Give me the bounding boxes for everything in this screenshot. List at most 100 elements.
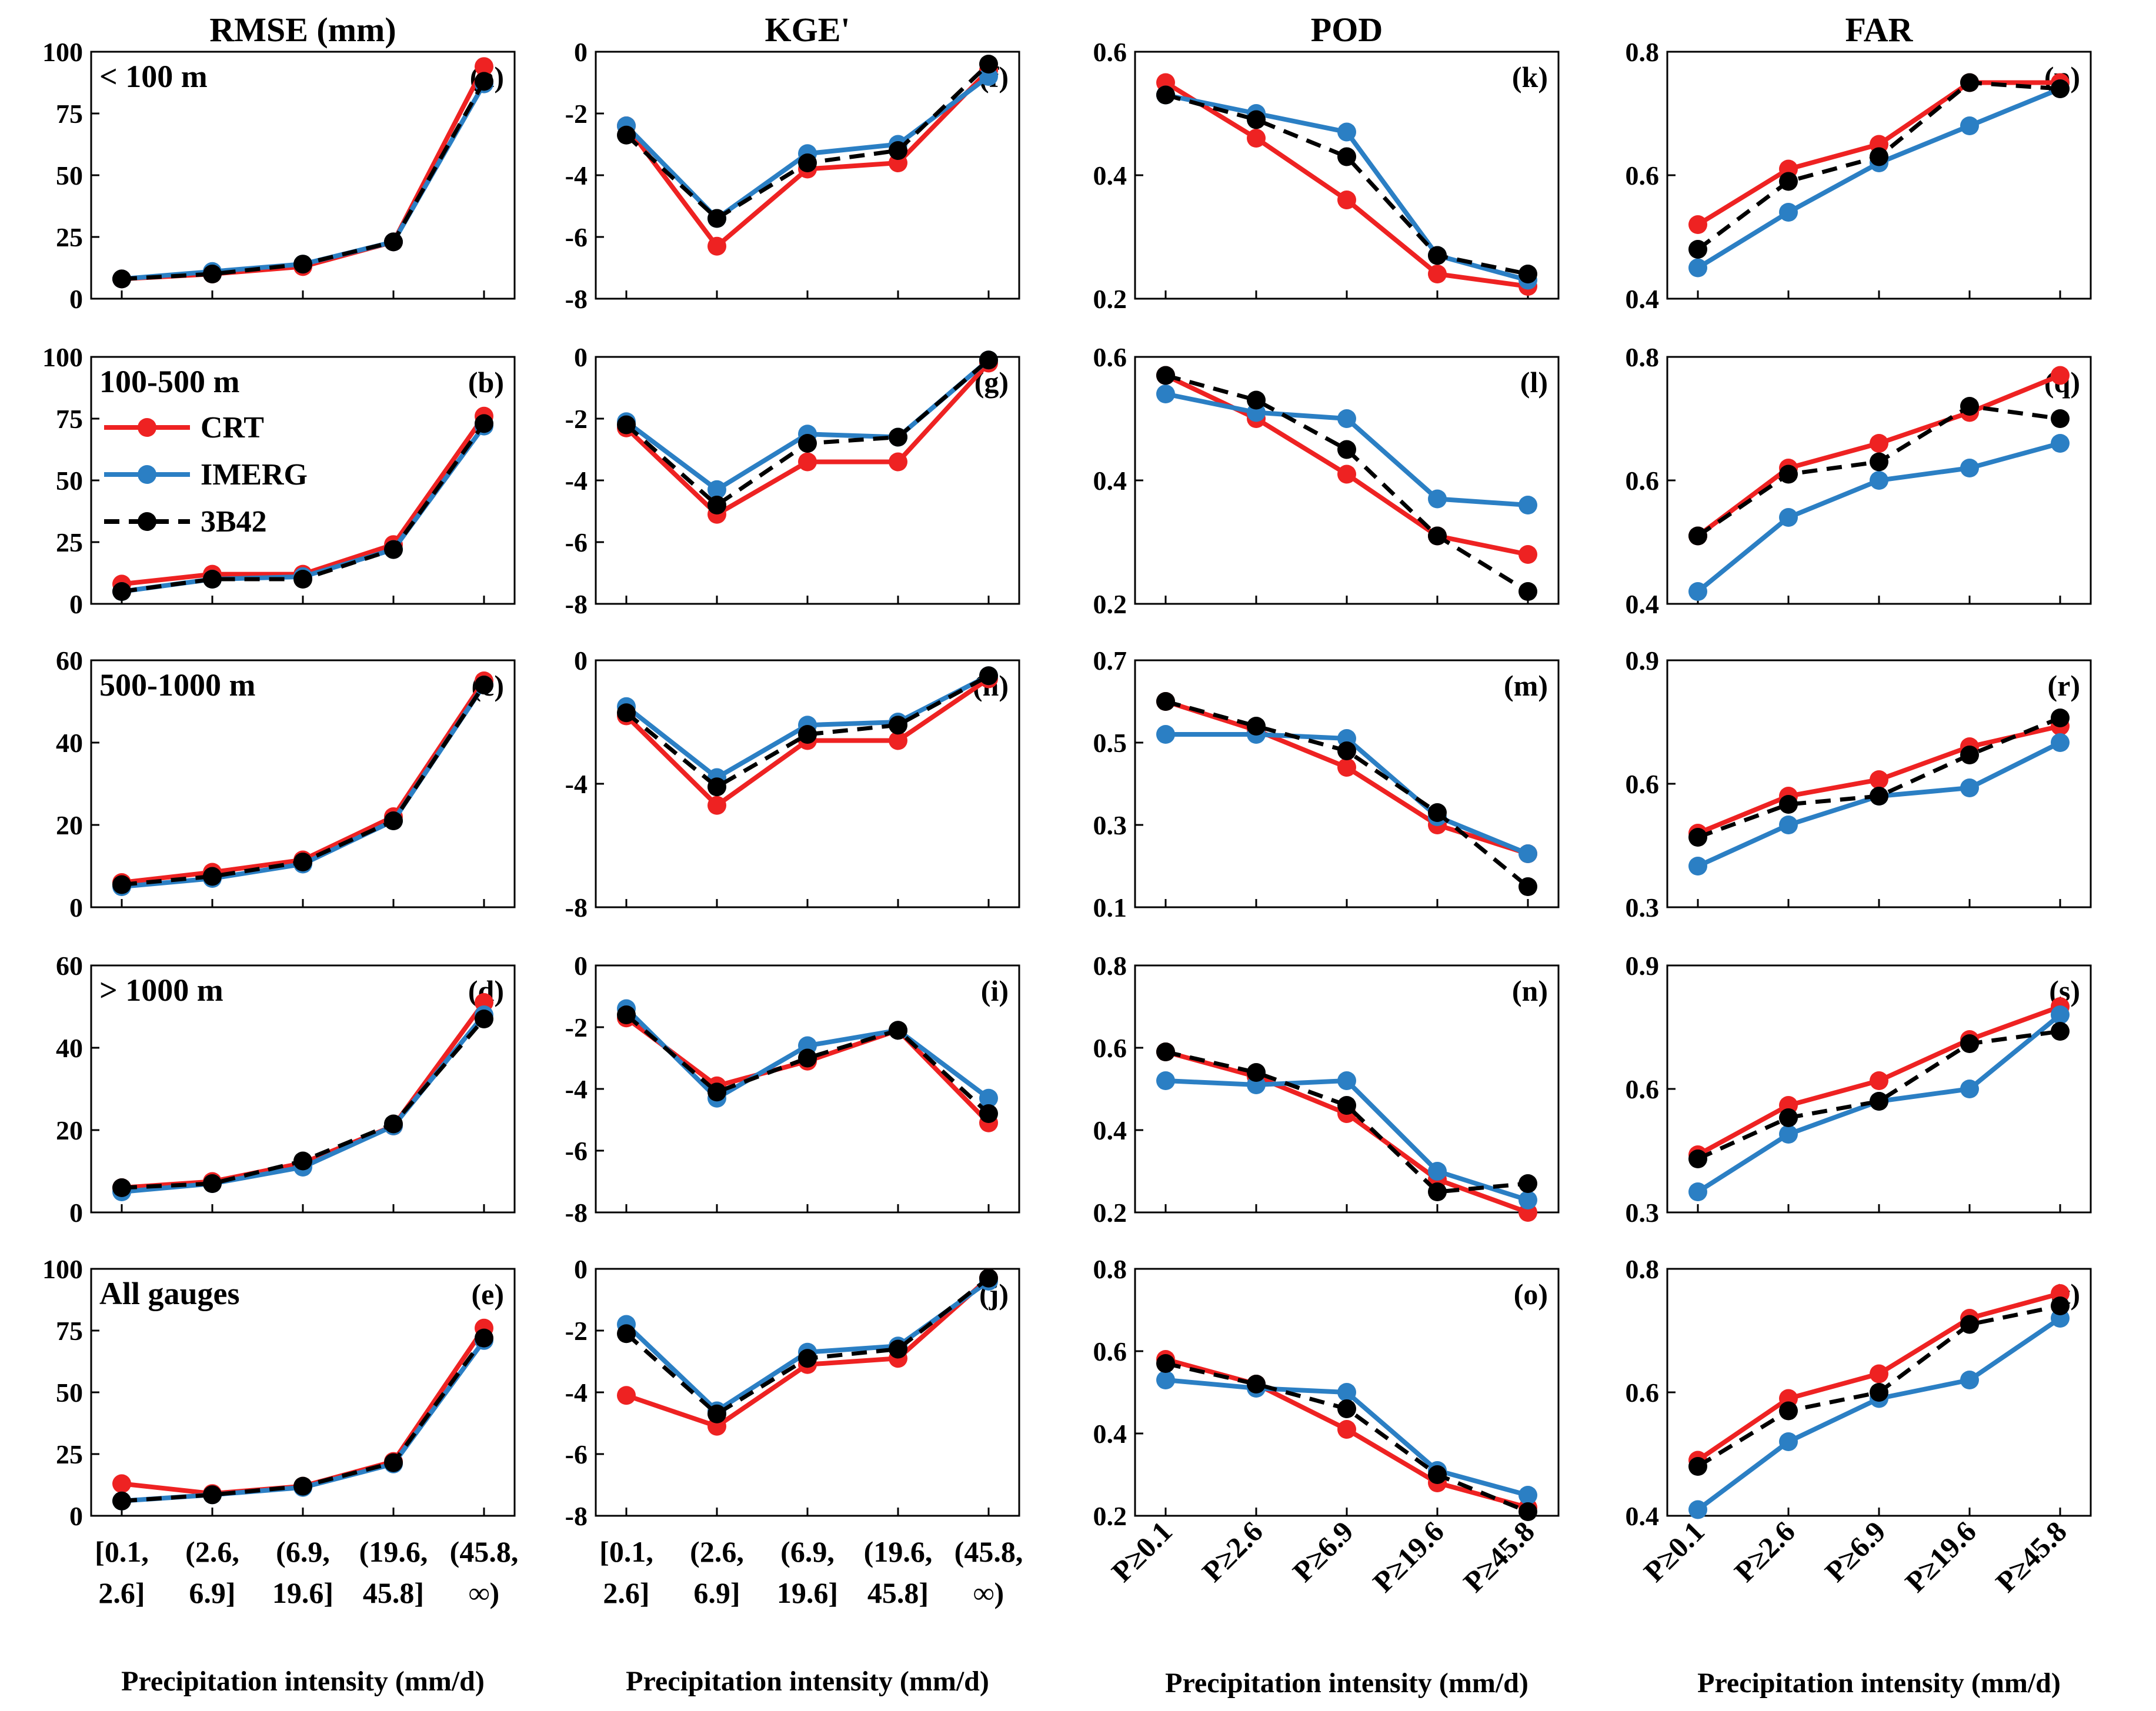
series-line-crt <box>121 65 486 282</box>
panel-i: -8 -6 -4 -2 0 (i) <box>565 951 1020 1228</box>
panel-letter: (n) <box>1512 974 1548 1007</box>
x-tick-label: P≥45.8 <box>1457 1515 1540 1598</box>
data-point-3b42 <box>1779 1108 1798 1127</box>
x-tick-label: (2.6, <box>185 1535 239 1568</box>
y-tick-label: 0 <box>69 1501 83 1531</box>
series-line-3b42 <box>121 80 486 281</box>
data-point-3b42 <box>617 125 636 145</box>
data-point-3b42 <box>2051 1022 2070 1041</box>
x-tick-label: 2.6] <box>98 1576 145 1609</box>
y-tick-label: 0.1 <box>1093 893 1127 923</box>
data-point-3b42 <box>384 1114 403 1134</box>
data-point-3b42 <box>889 427 907 447</box>
row-label: 100-500 m <box>99 364 239 399</box>
y-tick-label: 0.9 <box>1626 951 1660 981</box>
y-tick-label: 75 <box>56 404 83 434</box>
data-point-crt <box>1870 434 1888 453</box>
data-point-imerg <box>1156 1371 1175 1389</box>
data-point-crt <box>1337 758 1356 777</box>
data-point-3b42 <box>203 265 222 283</box>
y-tick-label: 0 <box>574 1254 588 1284</box>
data-point-3b42 <box>1247 110 1266 129</box>
y-tick-label: -4 <box>565 466 588 496</box>
y-tick-label: 0.6 <box>1626 466 1660 496</box>
data-point-3b42 <box>889 141 907 160</box>
y-tick-label: 0 <box>69 589 83 619</box>
data-point-3b42 <box>384 811 403 830</box>
data-point-3b42 <box>1688 526 1707 546</box>
data-point-3b42 <box>707 1404 726 1423</box>
data-point-3b42 <box>1960 1034 1979 1053</box>
x-axis-label: Precipitation intensity (mm/d) <box>121 1666 485 1697</box>
x-tick-label: (19.6, <box>359 1535 428 1568</box>
panel-letter: (m) <box>1504 669 1548 702</box>
data-point-3b42 <box>889 1021 907 1040</box>
data-point-crt <box>707 796 726 815</box>
y-tick-label: 25 <box>56 222 83 252</box>
data-point-3b42 <box>979 1104 998 1123</box>
series-line-3b42 <box>1165 1050 1528 1194</box>
data-point-imerg <box>979 1088 998 1108</box>
data-point-imerg <box>1688 1500 1707 1519</box>
data-point-imerg <box>1518 1191 1537 1209</box>
x-tick-label: [0.1, <box>599 1535 653 1568</box>
y-tick-label: 0.9 <box>1626 646 1660 676</box>
panel-j: -8-6-4-20(j)[0.1,2.6](2.6,6.9](6.9,19.6]… <box>565 1254 1023 1697</box>
data-point-3b42 <box>1518 265 1537 283</box>
x-tick-label: 45.8] <box>867 1576 929 1609</box>
plot-frame <box>1666 51 2092 300</box>
panel-letter: (k) <box>1512 61 1548 93</box>
data-point-3b42 <box>475 72 493 91</box>
y-tick-label: 50 <box>56 1378 83 1408</box>
panel-r: 0.3 0.6 0.9 (r) <box>1626 646 2092 923</box>
data-point-crt <box>1337 1420 1356 1439</box>
data-point-3b42 <box>979 666 998 686</box>
data-point-3b42 <box>1247 1063 1266 1082</box>
x-axis-label: Precipitation intensity (mm/d) <box>1165 1667 1528 1699</box>
data-point-imerg <box>1779 1125 1798 1144</box>
y-tick-label: -6 <box>565 1136 588 1166</box>
x-tick-label: (6.9, <box>780 1535 835 1568</box>
data-point-crt <box>112 1474 131 1493</box>
data-point-3b42 <box>1870 452 1888 472</box>
y-tick-label: 0 <box>69 893 83 923</box>
column-title: FAR <box>1845 11 1914 49</box>
legend-marker <box>138 418 156 437</box>
y-tick-label: 0.2 <box>1093 589 1127 619</box>
legend-marker <box>138 465 156 484</box>
y-tick-label: 0.4 <box>1626 1501 1660 1531</box>
y-tick-label: 40 <box>56 1033 83 1063</box>
data-point-3b42 <box>1518 1174 1537 1193</box>
panel-f: -8-6-4-20(f) <box>565 37 1020 314</box>
data-point-3b42 <box>1337 147 1356 166</box>
y-tick-label: -6 <box>565 1439 588 1469</box>
data-point-3b42 <box>889 716 907 735</box>
data-point-3b42 <box>1428 1182 1447 1201</box>
x-tick-label: P≥6.9 <box>1286 1515 1360 1588</box>
data-point-3b42 <box>979 1268 998 1288</box>
data-point-crt <box>1518 545 1537 564</box>
data-point-3b42 <box>112 1178 131 1197</box>
y-tick-label: 0.8 <box>1093 1254 1127 1284</box>
x-tick-label: 6.9] <box>693 1576 740 1609</box>
data-point-crt <box>2051 366 2070 385</box>
data-point-imerg <box>1779 203 1798 222</box>
y-tick-label: -6 <box>565 527 588 557</box>
y-tick-label: 0.6 <box>1626 769 1660 799</box>
data-point-3b42 <box>112 1491 131 1511</box>
series-line-3b42 <box>625 674 990 789</box>
y-tick-label: 0 <box>574 342 588 372</box>
y-tick-label: 60 <box>56 646 83 676</box>
data-point-crt <box>889 452 907 472</box>
data-point-3b42 <box>112 269 131 289</box>
data-point-3b42 <box>203 1174 222 1193</box>
data-point-3b42 <box>384 232 403 252</box>
data-point-3b42 <box>1156 692 1175 711</box>
plot-frame <box>1134 659 1560 908</box>
data-point-3b42 <box>1960 397 1979 416</box>
data-point-imerg <box>1337 122 1356 142</box>
legend-label: CRT <box>201 411 264 445</box>
data-point-imerg <box>1337 1071 1356 1090</box>
